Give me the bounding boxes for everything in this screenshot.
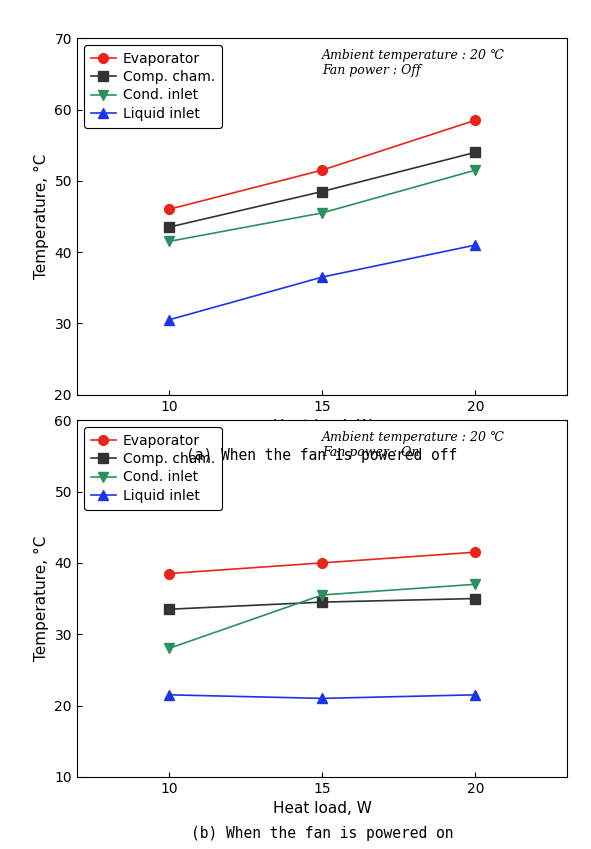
Comp. cham. (472, 147, 479, 157)
Line: Cond. inlet: Cond. inlet (164, 579, 480, 654)
Comp. cham. (319, 597, 326, 607)
Text: (b) When the fan is powered on: (b) When the fan is powered on (191, 825, 453, 841)
X-axis label: Heat load, W: Heat load, W (272, 419, 372, 434)
Line: Evaporator: Evaporator (164, 115, 480, 214)
Evaporator (472, 115, 479, 126)
Evaporator (472, 547, 479, 557)
Liquid inlet (165, 315, 173, 325)
Evaporator (165, 205, 173, 215)
Comp. cham. (472, 593, 479, 604)
Cond. inlet (319, 590, 326, 600)
Text: (a) When the fan is powered off: (a) When the fan is powered off (187, 447, 457, 463)
Line: Comp. cham.: Comp. cham. (164, 593, 480, 614)
Line: Liquid inlet: Liquid inlet (164, 690, 480, 703)
Cond. inlet (472, 579, 479, 589)
Line: Comp. cham.: Comp. cham. (164, 148, 480, 232)
Cond. inlet (165, 644, 173, 654)
Liquid inlet (165, 689, 173, 700)
Evaporator (319, 558, 326, 568)
Line: Evaporator: Evaporator (164, 548, 480, 578)
Cond. inlet (165, 236, 173, 246)
Cond. inlet (319, 208, 326, 218)
Text: Ambient temperature : 20 ℃
Fan power : On: Ambient temperature : 20 ℃ Fan power : O… (322, 431, 505, 459)
Y-axis label: Temperature, °C: Temperature, °C (34, 536, 49, 661)
Liquid inlet (472, 689, 479, 700)
Legend: Evaporator, Comp. cham., Cond. inlet, Liquid inlet: Evaporator, Comp. cham., Cond. inlet, Li… (84, 427, 222, 509)
Legend: Evaporator, Comp. cham., Cond. inlet, Liquid inlet: Evaporator, Comp. cham., Cond. inlet, Li… (84, 45, 222, 127)
Evaporator (165, 569, 173, 579)
Liquid inlet (319, 694, 326, 704)
Text: Ambient temperature : 20 ℃
Fan power : Off: Ambient temperature : 20 ℃ Fan power : O… (322, 49, 505, 77)
Comp. cham. (165, 604, 173, 615)
Line: Cond. inlet: Cond. inlet (164, 166, 480, 246)
Cond. inlet (472, 165, 479, 175)
Y-axis label: Temperature, °C: Temperature, °C (34, 154, 49, 279)
X-axis label: Heat load, W: Heat load, W (272, 801, 372, 816)
Evaporator (319, 165, 326, 175)
Liquid inlet (319, 272, 326, 282)
Line: Liquid inlet: Liquid inlet (164, 240, 480, 325)
Comp. cham. (319, 187, 326, 197)
Comp. cham. (165, 222, 173, 233)
Liquid inlet (472, 240, 479, 250)
